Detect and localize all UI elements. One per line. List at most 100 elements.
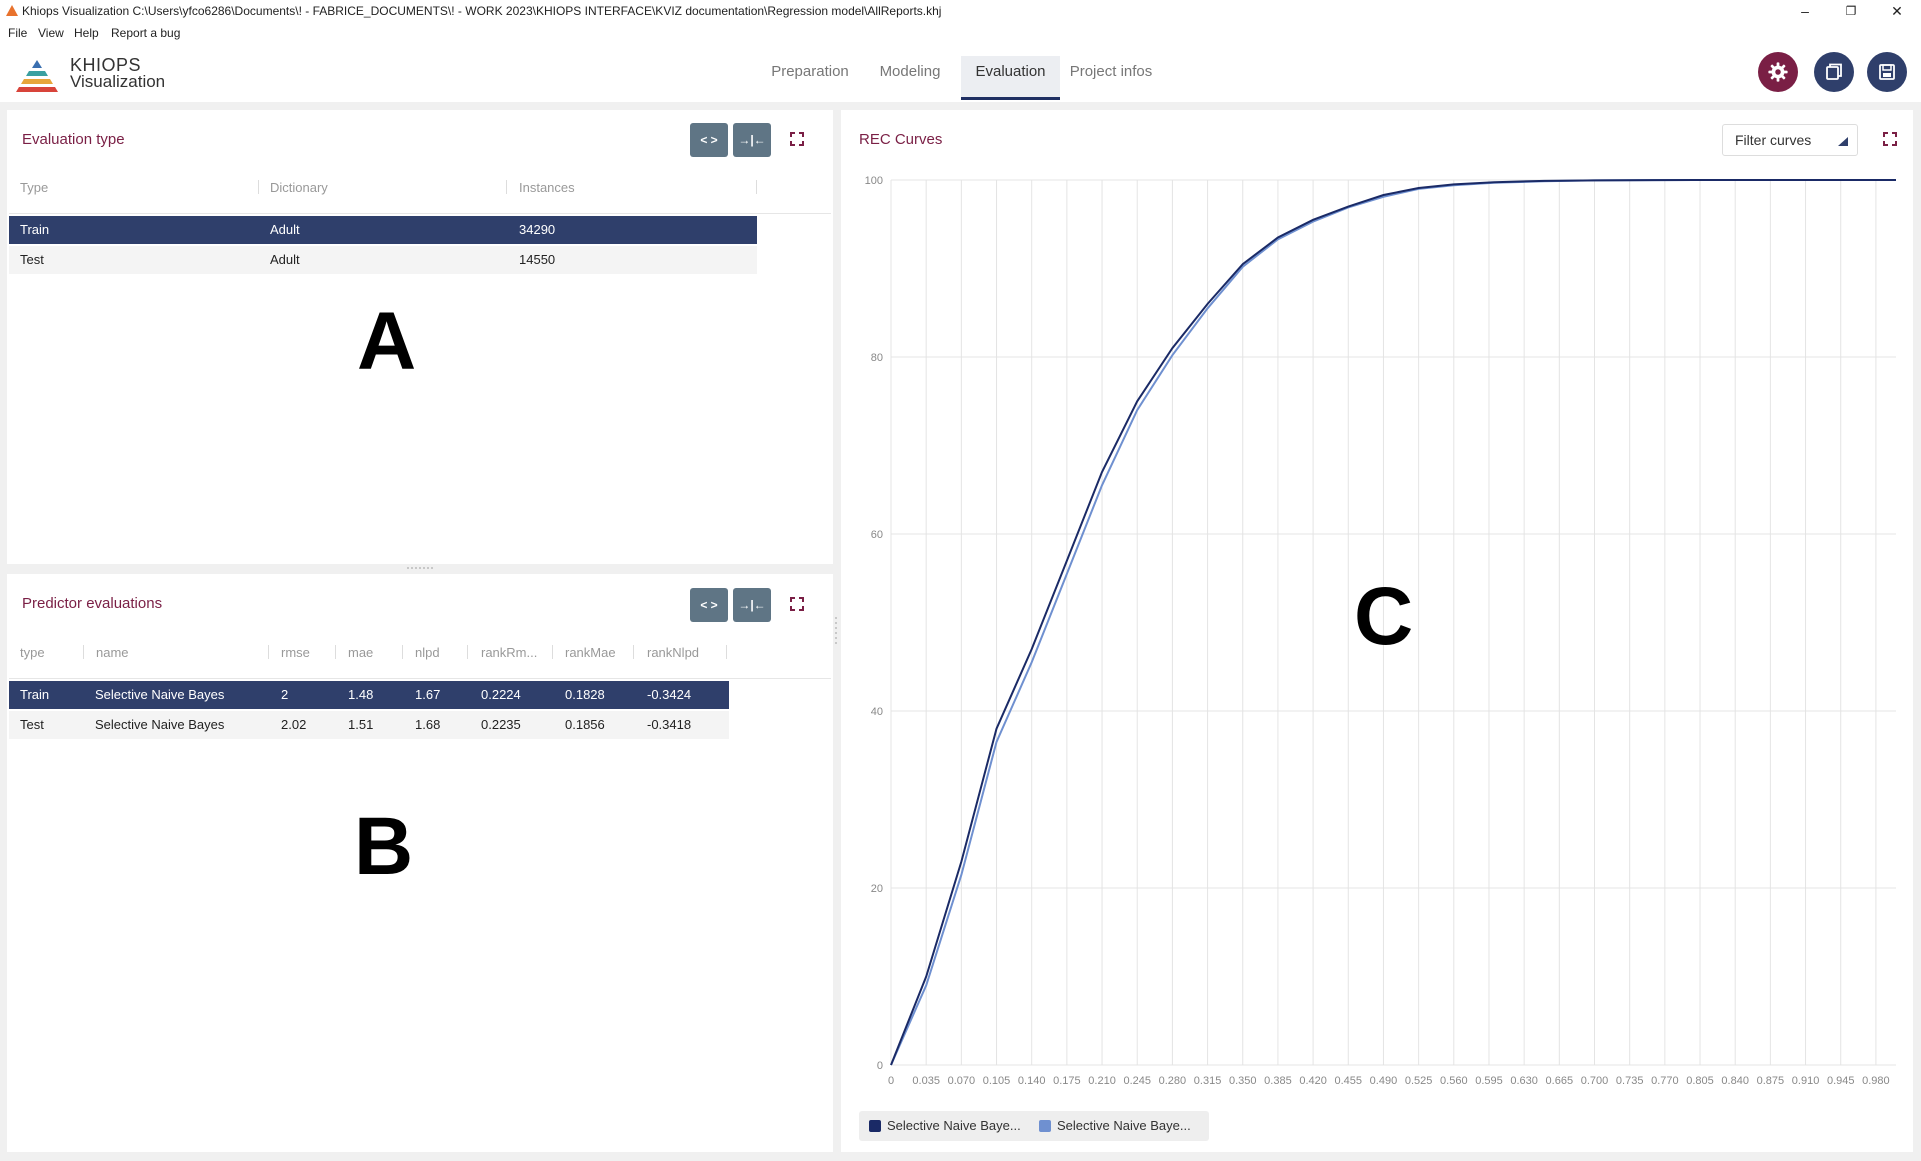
window-title: Khiops Visualization C:\Users\yfco6286\D… <box>22 4 942 18</box>
col-header-rank-mae[interactable]: rankMae <box>565 645 616 660</box>
legend-swatch-2[interactable] <box>1039 1120 1051 1132</box>
column-separator[interactable] <box>258 180 259 194</box>
fullscreen-icon[interactable] <box>1883 132 1897 146</box>
splitter-handle-horizontal[interactable] <box>405 565 435 571</box>
fit-columns-button[interactable]: →|← <box>733 123 771 157</box>
column-separator[interactable] <box>756 180 757 194</box>
settings-button[interactable] <box>1758 52 1798 92</box>
menu-file[interactable]: File <box>8 26 28 40</box>
column-separator[interactable] <box>402 645 403 659</box>
x-tick-label: 0.035 <box>912 1075 940 1087</box>
column-separator[interactable] <box>268 645 269 659</box>
col-header-type[interactable]: type <box>20 645 45 660</box>
x-tick-label: 0.350 <box>1229 1075 1257 1087</box>
menu-help[interactable]: Help <box>74 26 99 40</box>
evaluation-type-panel <box>7 110 833 564</box>
logo-title: KHIOPS <box>70 55 142 75</box>
column-separator[interactable] <box>552 645 553 659</box>
tab-evaluation[interactable]: Evaluation <box>961 56 1060 100</box>
predictor-evaluations-title: Predictor evaluations <box>22 595 163 612</box>
x-tick-label: 0.805 <box>1686 1075 1714 1087</box>
x-tick-label: 0.280 <box>1159 1075 1187 1087</box>
copy-button[interactable] <box>1814 52 1854 92</box>
x-tick-label: 0.245 <box>1123 1075 1151 1087</box>
minimize-button[interactable]: – <box>1801 3 1809 19</box>
window-title-bar: Khiops Visualization C:\Users\yfco6286\D… <box>0 0 1921 22</box>
cell-mae: 1.51 <box>348 717 374 732</box>
tab-preparation[interactable]: Preparation <box>771 63 849 80</box>
cell-rank-nlpd: -0.3424 <box>647 687 692 702</box>
legend-label-1[interactable]: Selective Naive Baye... <box>887 1118 1021 1133</box>
column-separator[interactable] <box>83 645 84 659</box>
copy-icon <box>1826 63 1842 80</box>
x-tick-label: 0.140 <box>1018 1075 1046 1087</box>
restore-button[interactable]: ❐ <box>1845 4 1857 18</box>
expand-columns-button[interactable]: < > <box>690 123 728 157</box>
close-button[interactable]: ✕ <box>1891 3 1903 19</box>
expand-columns-button[interactable]: < > <box>690 588 728 622</box>
cell-rank-rmse: 0.2224 <box>481 687 521 702</box>
x-tick-label: 0.315 <box>1194 1075 1222 1087</box>
x-tick-label: 0.210 <box>1088 1075 1116 1087</box>
rec-curves-title: REC Curves <box>859 131 943 148</box>
fit-columns-button[interactable]: →|← <box>733 588 771 622</box>
fullscreen-icon[interactable] <box>790 132 804 146</box>
splitter-handle-vertical[interactable] <box>834 615 838 647</box>
grid-x <box>890 180 1877 1065</box>
col-header-mae[interactable]: mae <box>348 645 374 660</box>
y-tick-label: 40 <box>871 706 883 718</box>
predictor-evaluations-panel <box>7 574 833 1152</box>
cell-nlpd: 1.68 <box>415 717 441 732</box>
annotation-letter-c: C <box>1354 571 1414 662</box>
x-tick-label: 0.595 <box>1475 1075 1503 1087</box>
fullscreen-icon[interactable] <box>790 597 804 611</box>
cell-rmse: 2 <box>281 687 289 702</box>
annotation-letter-b: B <box>354 801 414 892</box>
cell-rmse: 2.02 <box>281 717 307 732</box>
filter-curves-dropdown[interactable]: Filter curves <box>1722 124 1858 156</box>
column-separator[interactable] <box>335 645 336 659</box>
col-header-type[interactable]: Type <box>20 180 49 195</box>
col-header-rank-nlpd[interactable]: rankNlpd <box>647 645 700 660</box>
legend-swatch-1[interactable] <box>869 1120 881 1132</box>
x-tick-label: 0.455 <box>1335 1075 1363 1087</box>
cell-type: Test <box>20 717 44 732</box>
cell-dictionary: Adult <box>270 252 300 267</box>
series-line-1[interactable] <box>890 179 1896 1066</box>
table-row[interactable]: Test Adult 14550 <box>9 246 757 274</box>
col-header-rmse[interactable]: rmse <box>281 645 310 660</box>
col-header-instances[interactable]: Instances <box>519 180 575 195</box>
menu-view[interactable]: View <box>38 26 64 40</box>
x-tick-label: 0.175 <box>1053 1075 1081 1087</box>
column-separator[interactable] <box>467 645 468 659</box>
y-tick-label: 80 <box>871 352 883 364</box>
y-tick-label: 60 <box>871 529 883 541</box>
expand-columns-icon: < > <box>700 133 718 147</box>
x-tick-label: 0.665 <box>1546 1075 1574 1087</box>
save-image-button[interactable] <box>1867 52 1907 92</box>
cell-mae: 1.48 <box>348 687 374 702</box>
col-header-rank-rmse[interactable]: rankRm... <box>481 645 538 660</box>
chart-legend: Selective Naive Baye... Selective Naive … <box>859 1111 1209 1141</box>
app-header <box>0 44 1921 102</box>
logo-subtitle: Visualization <box>70 72 166 91</box>
tab-project-infos[interactable]: Project infos <box>1069 63 1153 80</box>
col-header-nlpd[interactable]: nlpd <box>415 645 440 660</box>
header-divider <box>9 213 831 214</box>
x-tick-label: 0.875 <box>1757 1075 1785 1087</box>
expand-columns-icon: < > <box>700 598 718 612</box>
table-row[interactable]: Train Adult 34290 <box>9 216 757 244</box>
cell-nlpd: 1.67 <box>415 687 441 702</box>
legend-label-2[interactable]: Selective Naive Baye... <box>1057 1118 1191 1133</box>
table-row[interactable]: Test Selective Naive Bayes 2.02 1.51 1.6… <box>9 711 729 739</box>
tab-modeling[interactable]: Modeling <box>879 63 941 80</box>
column-separator[interactable] <box>506 180 507 194</box>
table-row[interactable]: Train Selective Naive Bayes 2 1.48 1.67 … <box>9 681 729 709</box>
col-header-dictionary[interactable]: Dictionary <box>270 180 328 195</box>
cell-instances: 14550 <box>519 252 556 267</box>
menu-report-bug[interactable]: Report a bug <box>111 26 181 40</box>
col-header-name[interactable]: name <box>96 645 129 660</box>
column-separator[interactable] <box>726 645 727 659</box>
column-separator[interactable] <box>633 645 634 659</box>
